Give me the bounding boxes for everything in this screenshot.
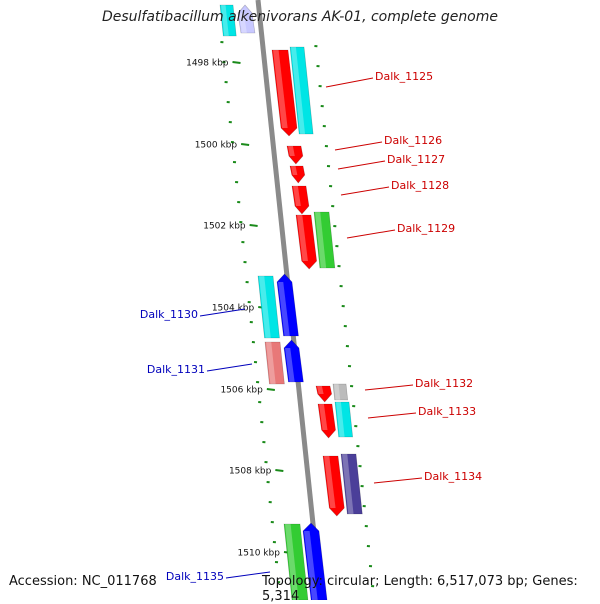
gene-dalk-1132 (316, 386, 332, 402)
kbp-tick-label: 1504 kbp (212, 304, 255, 314)
gene-label-leader (347, 230, 395, 238)
gene-label-leader (365, 385, 413, 390)
gene-label-leader (374, 478, 422, 483)
gene-label: Dalk_1125 (375, 70, 433, 83)
gene-label-leader (341, 187, 389, 195)
gene-label: Dalk_1131 (147, 363, 205, 376)
gene-label: Dalk_1134 (424, 470, 482, 483)
gene-label-leader (368, 413, 416, 418)
gene-label: Dalk_1132 (415, 377, 473, 390)
feature-dalk-1130-rna (258, 276, 280, 338)
kbp-tick-label: 1510 kbp (238, 549, 281, 559)
gene-dalk-1133 (318, 404, 336, 438)
feature-dalk-1131-pink (265, 342, 284, 384)
gene-dalk-1129 (296, 215, 317, 269)
kbp-tick-label: 1502 kbp (203, 222, 246, 232)
kbp-tick-label: 1508 kbp (229, 467, 272, 477)
gene-dalk-1131 (284, 340, 303, 382)
gene-label-leader (335, 142, 382, 150)
gene-dalk-1126 (287, 146, 303, 164)
gene-dalk-1127 (290, 166, 305, 183)
gene-label: Dalk_1127 (387, 153, 445, 166)
gene-dalk-1128 (292, 186, 309, 214)
feature-dalk-1133-rna (335, 402, 353, 437)
kbp-tick (267, 389, 275, 390)
kbp-tick (250, 225, 258, 226)
gene-label: Dalk_1135 (166, 570, 224, 583)
gene-label: Dalk_1133 (418, 405, 476, 418)
gene-label-leader (207, 364, 252, 371)
gene-label-leader (338, 161, 385, 169)
gene-label: Dalk_1126 (384, 134, 442, 147)
kbp-tick (233, 62, 241, 63)
kbp-tick-label: 1498 kbp (186, 59, 229, 69)
feature-dalk-1132-grey (333, 384, 348, 400)
gene-dalk-1130 (277, 274, 299, 336)
gene-dalk-1134 (323, 456, 344, 516)
gene-label: Dalk_1129 (397, 222, 455, 235)
kbp-tick-label: 1500 kbp (195, 141, 238, 151)
genome-title: Desulfatibacillum alkenivorans AK-01, co… (0, 9, 600, 25)
kbp-tick-label: 1506 kbp (220, 386, 263, 396)
kbp-tick (241, 144, 249, 145)
gene-label: Dalk_1130 (140, 308, 198, 321)
kbp-tick (275, 470, 283, 471)
gene-label-leader (326, 78, 373, 87)
gene-label: Dalk_1128 (391, 179, 449, 192)
feature-dalk-1129-green (314, 212, 335, 268)
accession-text: Accession: NC_011768 (9, 574, 157, 589)
